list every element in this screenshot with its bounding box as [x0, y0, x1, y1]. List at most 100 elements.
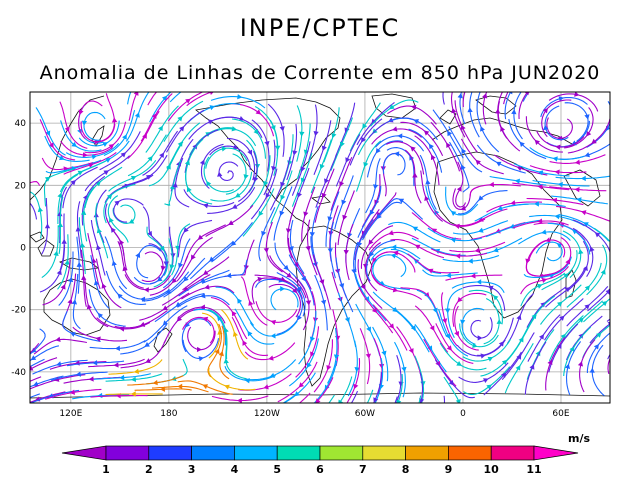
- streamline-arrow: [228, 220, 234, 225]
- streamline-arrow: [283, 264, 289, 271]
- streamline-arrow: [94, 139, 100, 145]
- streamline-arrow: [293, 261, 299, 268]
- streamline: [30, 181, 41, 186]
- streamline-arrow: [292, 287, 298, 294]
- streamline-arrow: [286, 409, 290, 413]
- streamline-arrow: [298, 382, 305, 388]
- streamline-arrow: [204, 284, 210, 290]
- streamline-arrow: [214, 348, 220, 355]
- streamline-arrow: [75, 226, 81, 232]
- colorbar-label: 8: [402, 463, 410, 476]
- streamline-arrow: [565, 258, 571, 265]
- streamline-arrow: [157, 276, 163, 282]
- streamline-arrow: [185, 98, 191, 104]
- streamline-arrow: [56, 269, 62, 276]
- streamline: [607, 353, 610, 360]
- streamline-arrow: [326, 365, 332, 371]
- streamline-arrow: [584, 114, 590, 120]
- streamline-arrow: [202, 316, 209, 322]
- streamline-arrow: [450, 237, 456, 243]
- streamline-arrow: [159, 152, 165, 158]
- streamline-arrow: [309, 336, 315, 342]
- streamline-arrow: [551, 197, 558, 203]
- streamline-arrow: [163, 81, 167, 85]
- streamline-arrow: [496, 318, 502, 324]
- streamline-arrow: [114, 345, 120, 351]
- streamline-arrow: [108, 143, 115, 150]
- streamline-arrow: [591, 138, 597, 144]
- colorbar-label: 10: [484, 463, 500, 476]
- streamline-arrow: [231, 203, 238, 209]
- streamline-arrow: [105, 158, 111, 163]
- colorbar-label: 11: [526, 463, 541, 476]
- streamline-arrow: [554, 213, 560, 220]
- streamline-arrow: [534, 139, 540, 146]
- streamline-arrow: [460, 164, 466, 171]
- streamline-arrow: [580, 175, 586, 182]
- latitude-labels: 40 20 0 -20 -40: [11, 119, 26, 378]
- streamline-arrow: [179, 126, 185, 132]
- streamline-arrow: [563, 273, 569, 279]
- streamline-arrow: [177, 116, 183, 122]
- streamline-arrow: [365, 353, 372, 359]
- streamline-arrow: [286, 272, 292, 278]
- streamline-arrow: [569, 346, 575, 352]
- streamline: [366, 389, 374, 403]
- streamline-arrow: [103, 170, 109, 176]
- streamline-arrow: [424, 195, 430, 202]
- streamline-arrow: [78, 109, 84, 116]
- streamline-arrow: [310, 351, 315, 357]
- streamline-arrow: [368, 239, 374, 245]
- streamline-arrow: [557, 301, 563, 307]
- streamline: [169, 92, 182, 103]
- streamline-arrow: [476, 279, 482, 285]
- streamline-arrow: [93, 280, 100, 286]
- streamline-arrow: [534, 201, 539, 207]
- streamline-arrow: [172, 182, 178, 188]
- streamline-arrow: [430, 154, 436, 161]
- streamline-arrow: [456, 186, 462, 192]
- streamline-arrow: [76, 261, 82, 267]
- streamline-arrow: [119, 374, 125, 381]
- streamline-arrow: [190, 83, 194, 87]
- streamline-arrow: [306, 362, 312, 368]
- streamline-arrow: [96, 227, 102, 234]
- streamline-arrow: [493, 295, 499, 301]
- streamline-arrow: [327, 248, 333, 254]
- streamline-arrow: [263, 180, 269, 187]
- streamline-arrow: [275, 145, 281, 151]
- colorbar-segment: [148, 445, 192, 461]
- streamline-arrow: [451, 107, 457, 114]
- streamline-arrow: [446, 272, 452, 278]
- streamline-arrow: [428, 143, 434, 150]
- streamline-arrow: [159, 245, 165, 252]
- streamline-arrow: [472, 342, 478, 349]
- streamline-arrow: [427, 268, 434, 274]
- streamline-arrow: [55, 336, 61, 342]
- streamline-arrow: [580, 210, 587, 216]
- streamline-arrow: [80, 209, 87, 215]
- streamline-arrow: [130, 376, 137, 383]
- streamline-arrow: [564, 287, 571, 293]
- streamline-arrow: [547, 359, 553, 365]
- streamline-arrow: [342, 214, 348, 221]
- streamline-arrow: [391, 244, 397, 250]
- streamline-arrow: [237, 94, 243, 100]
- streamline-arrow: [555, 144, 561, 150]
- streamline-arrow: [483, 378, 489, 384]
- streamline-arrow: [321, 192, 327, 199]
- streamline-arrow: [584, 304, 590, 310]
- streamline-arrow: [558, 96, 564, 102]
- streamline-arrow: [455, 398, 461, 403]
- streamline-arrow: [243, 174, 249, 180]
- streamline-arrow: [375, 148, 381, 154]
- colorbar-segment: [319, 445, 364, 461]
- streamline-arrow: [253, 176, 259, 183]
- streamline-arrow: [354, 367, 360, 373]
- streamline-arrow: [265, 192, 271, 199]
- streamline-arrow: [300, 177, 306, 183]
- streamline-arrow: [11, 402, 15, 406]
- colorbar-label: 3: [188, 463, 196, 476]
- streamline-arrow: [448, 379, 454, 386]
